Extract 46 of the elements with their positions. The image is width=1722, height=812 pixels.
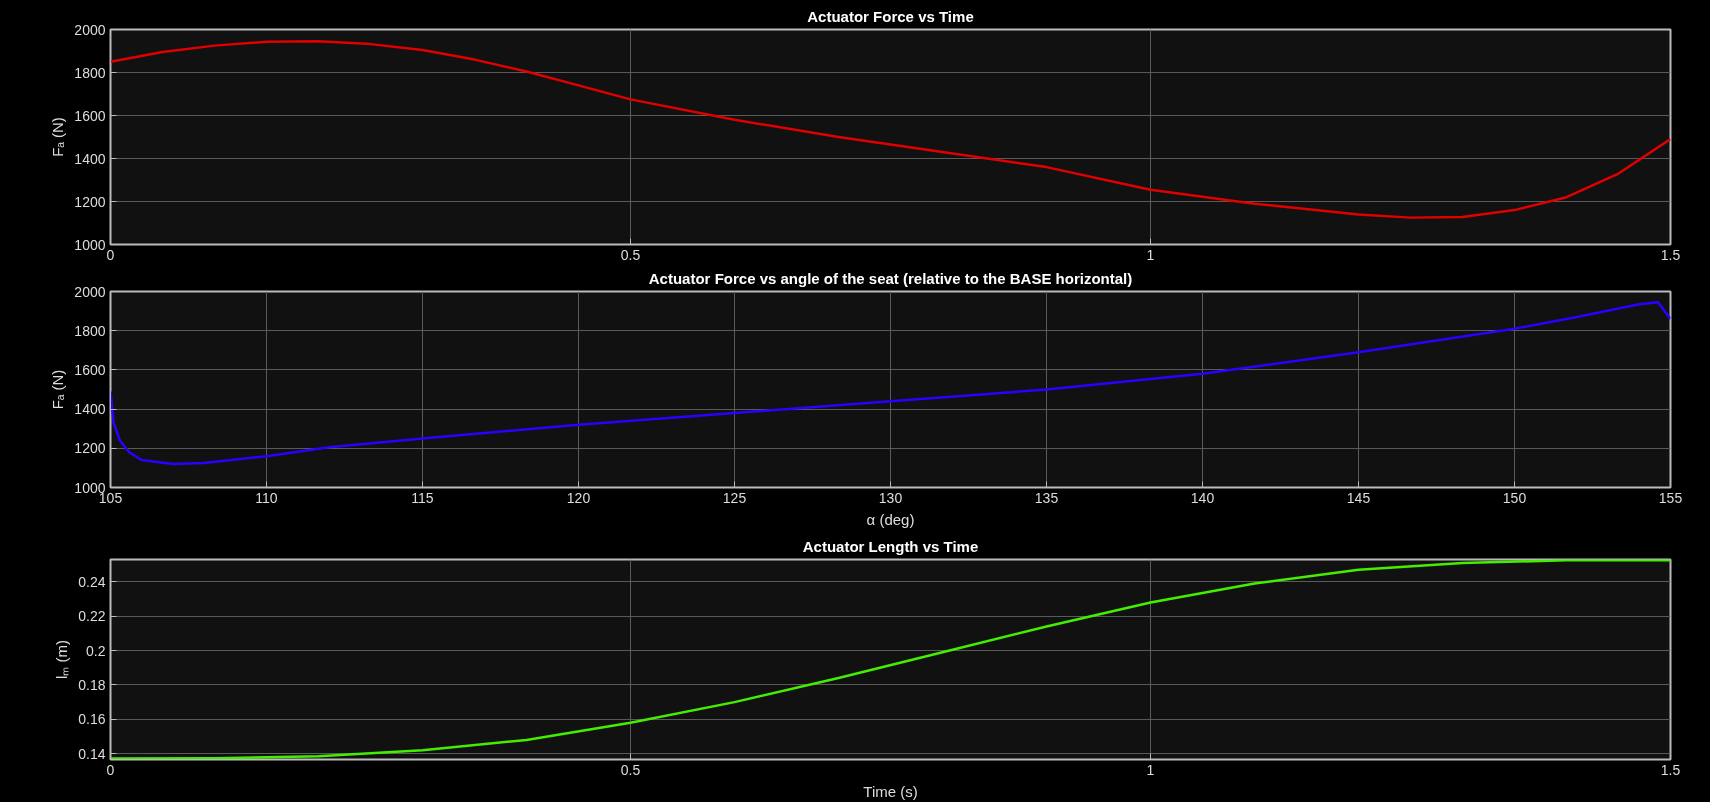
x-tick-label: 120 — [566, 489, 591, 506]
y-tick-label: 0.18 — [78, 676, 106, 693]
y-tick-label: 0.16 — [78, 711, 106, 728]
line-series — [110, 301, 1671, 466]
x-tick-label: 0.5 — [620, 761, 641, 778]
x-tick-label: 0 — [106, 761, 115, 778]
y-axis-title: Fₐ (N) — [49, 369, 67, 410]
y-tick-label: 0.14 — [78, 745, 106, 762]
x-tick-label: 0.5 — [620, 246, 641, 263]
y-tick-label: 1600 — [74, 107, 106, 124]
x-tick-label: 125 — [722, 489, 747, 506]
x-axis-title: Time (s) — [863, 782, 918, 800]
y-axis-title: Fₐ (N) — [49, 117, 67, 157]
y-tick-label: 1000 — [74, 236, 106, 253]
x-tick-label: 150 — [1502, 489, 1527, 506]
x-tick-label: 1.5 — [1660, 761, 1681, 778]
y-tick-label: 1200 — [74, 440, 106, 457]
y-axis-title: lₘ (m) — [53, 639, 71, 679]
x-tick-label: 140 — [1190, 489, 1215, 506]
chart-title: Actuator Length vs Time — [802, 537, 979, 555]
x-tick-label: 155 — [1658, 489, 1683, 506]
x-tick-label: 1.5 — [1660, 246, 1681, 263]
line-series — [110, 40, 1671, 219]
x-tick-label: 115 — [411, 489, 434, 506]
y-tick-label: 1400 — [74, 150, 106, 167]
x-tick-label: 110 — [255, 489, 278, 506]
x-tick-label: 0 — [106, 246, 115, 263]
y-tick-label: 1200 — [74, 193, 106, 210]
y-tick-label: 0.24 — [78, 573, 106, 590]
y-tick-label: 0.2 — [86, 642, 106, 659]
y-tick-label: 1800 — [74, 322, 106, 339]
y-tick-label: 2000 — [74, 21, 106, 38]
x-axis-title: α (deg) — [866, 510, 915, 528]
y-tick-label: 1800 — [74, 64, 106, 81]
y-tick-label: 0.22 — [78, 608, 106, 625]
chart-title: Actuator Force vs Time — [807, 7, 974, 25]
line-series — [110, 559, 1671, 760]
x-tick-label: 135 — [1034, 489, 1059, 506]
x-tick-label: 1 — [1146, 761, 1155, 778]
y-tick-label: 1400 — [74, 401, 106, 418]
x-tick-label: 1 — [1146, 246, 1155, 263]
y-tick-label: 2000 — [74, 283, 106, 300]
y-tick-label: 1600 — [74, 361, 106, 378]
x-tick-label: 130 — [878, 489, 903, 506]
x-tick-label: 145 — [1346, 489, 1371, 506]
chart-title: Actuator Force vs angle of the seat (relative to the BASE horizontal) — [648, 269, 1133, 287]
